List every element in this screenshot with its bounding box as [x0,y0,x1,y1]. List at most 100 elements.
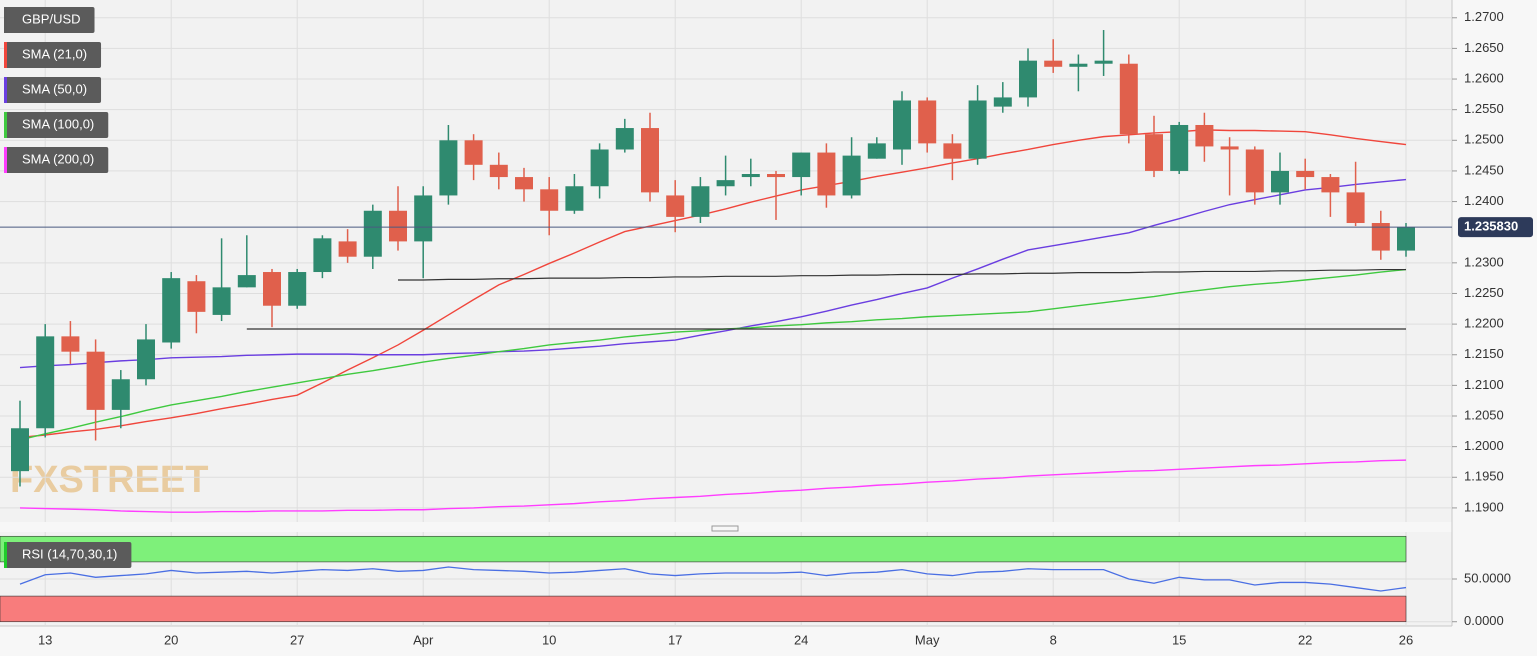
candle-body [691,186,710,217]
candle-body [641,128,659,193]
candle-body [615,128,634,150]
candle-body [263,272,281,306]
candle-body [137,339,155,380]
candle-body [1245,149,1264,193]
legend-entry: SMA (100,0) [4,112,109,138]
legend-box [4,77,102,103]
candle-body [893,100,911,150]
candle-body [212,287,231,315]
candle-body [540,189,559,211]
candle-body [1094,60,1113,64]
candle-body [792,152,811,178]
candle-body [867,143,886,159]
candle-body [741,174,760,178]
legend-box [4,147,109,173]
candle-body [842,155,861,196]
candle-body [439,140,458,196]
candle-body [565,186,584,211]
candle-body [1397,227,1415,251]
candle-body [666,195,685,217]
candle-body [817,152,836,196]
y-tick-label: 1.2100 [1464,377,1504,392]
legend-swatch [4,542,7,568]
overbought-zone [0,535,1407,563]
candle-body [1220,146,1239,150]
candle-body [993,97,1012,107]
candle-body [187,281,206,312]
legend-box [4,42,102,68]
candle-body [1019,60,1037,98]
candle-body [1119,63,1138,135]
candle-body [716,180,735,187]
legend-box [4,7,95,33]
candle-body [1145,134,1163,171]
candle-body [464,140,483,165]
candle-body [767,174,785,178]
legend-label: SMA (100,0) [22,116,94,131]
legend-swatch [4,7,7,33]
y-tick-label: 1.2000 [1464,438,1504,453]
legend-swatch [4,42,7,68]
candle-body [1044,60,1063,67]
y-tick-label: 1.2500 [1464,132,1504,147]
candle-body [363,210,382,257]
candle-body [237,275,256,288]
x-tick-label: 8 [1050,632,1057,647]
candle-body [11,428,29,472]
candle-body [489,164,508,178]
y-tick-label: 50.0000 [1464,570,1511,585]
candle-body [162,278,181,343]
legend-entry: SMA (50,0) [4,77,102,103]
y-tick-label: 1.2550 [1464,101,1504,116]
legend-label: GBP/USD [22,11,81,26]
candle-body [313,238,332,273]
oversold-zone [0,595,1407,623]
sma-line [19,459,1407,513]
candle-body [111,379,130,410]
candle-body [1195,124,1214,147]
x-tick-label: 27 [290,632,304,647]
y-tick-label: 1.2150 [1464,346,1504,361]
last-price-box [1458,217,1533,238]
candle-body [414,195,433,242]
candle-body [389,210,407,242]
legend-entry: SMA (21,0) [4,42,102,68]
candle-body [288,272,307,306]
legend-swatch [4,112,7,138]
legend-label: SMA (21,0) [22,46,87,61]
last-price-label: 1.235830 [1464,219,1518,234]
candle-body [590,149,609,187]
x-tick-label: May [915,632,940,647]
y-tick-label: 1.1900 [1464,499,1504,514]
legend-box [4,112,109,138]
watermark: FXSTREET [10,459,208,501]
legend-box [4,542,132,568]
x-tick-label: 13 [38,632,52,647]
x-tick-label: 20 [164,632,178,647]
legend-label: SMA (200,0) [22,151,94,166]
legend-entry: RSI (14,70,30,1) [4,542,132,568]
y-tick-label: 1.2300 [1464,254,1504,269]
legend-label: RSI (14,70,30,1) [22,546,117,561]
y-tick-label: 1.2400 [1464,193,1504,208]
y-tick-label: 1.2200 [1464,316,1504,331]
trend-line [398,268,1406,281]
candle-body [1346,192,1365,224]
y-tick-label: 1.2450 [1464,162,1504,177]
candle-body [61,336,80,352]
candle-body [1371,223,1390,251]
sma-line [19,268,1407,441]
x-tick-label: Apr [413,632,434,647]
pane-handle[interactable] [711,525,739,532]
legend-swatch [4,77,7,103]
candle-body [1271,170,1289,193]
candle-body [1170,124,1189,171]
y-tick-label: 1.2250 [1464,285,1504,300]
y-tick-label: 1.1950 [1464,469,1504,484]
y-tick-label: 1.2600 [1464,70,1504,85]
y-tick-label: 1.2050 [1464,407,1504,422]
legend-entry: SMA (200,0) [4,147,109,173]
candle-body [1321,177,1340,193]
